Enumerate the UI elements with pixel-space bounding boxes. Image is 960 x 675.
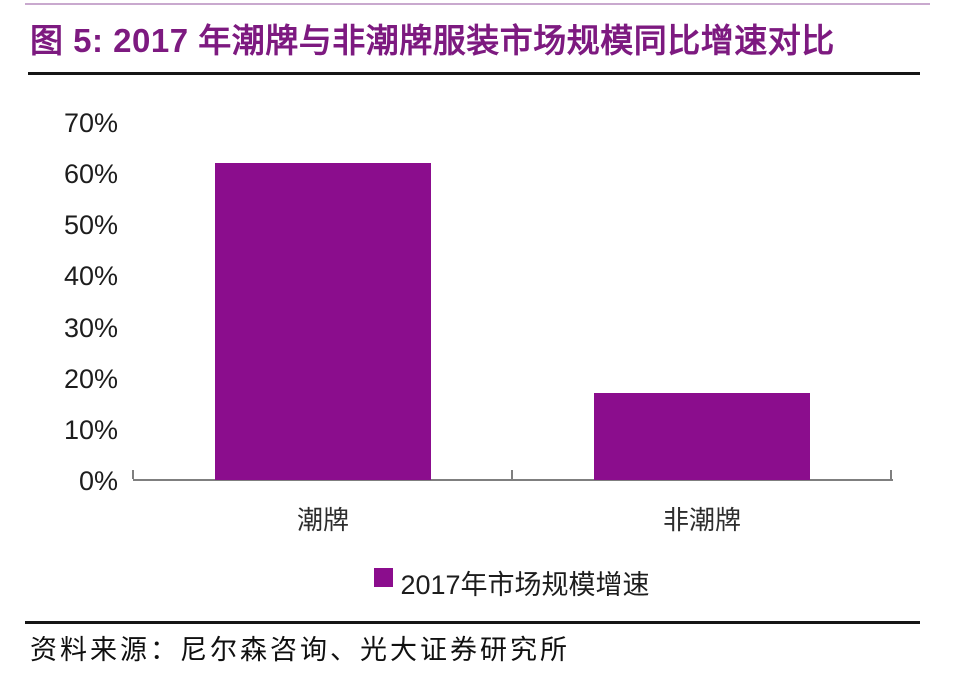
source-note: 资料来源：尼尔森咨询、光大证券研究所 (30, 635, 570, 665)
top-border-line (25, 3, 930, 5)
source-divider-line (25, 621, 920, 624)
y-axis-tick-label: 0% (78, 466, 118, 496)
x-axis-tick (890, 470, 892, 479)
bar-非潮牌 (594, 393, 810, 480)
chart-legend: 2017年市场规模增速 (133, 563, 891, 602)
title-underline (28, 72, 920, 75)
x-axis-line (133, 479, 893, 481)
y-axis-tick-label: 20% (63, 363, 118, 394)
x-axis-tick (132, 470, 134, 479)
y-axis-tick-label: 40% (63, 261, 118, 292)
x-axis-label: 潮牌 (296, 505, 349, 535)
legend-color-swatch (374, 568, 394, 587)
y-axis-tick-label: 10% (63, 414, 118, 445)
x-axis-label: 非潮牌 (662, 505, 741, 535)
bar-潮牌 (215, 163, 431, 480)
y-axis-tick-label: 70% (63, 108, 118, 138)
figure-title: 图 5: 2017 年潮牌与非潮牌服装市场规模同比增速对比 (30, 22, 835, 59)
x-axis-tick (511, 470, 513, 479)
y-axis-tick-label: 30% (63, 312, 118, 343)
y-axis-tick-label: 60% (63, 159, 118, 190)
legend-label: 2017年市场规模增速 (400, 570, 650, 600)
y-axis-tick-label: 50% (63, 210, 118, 241)
